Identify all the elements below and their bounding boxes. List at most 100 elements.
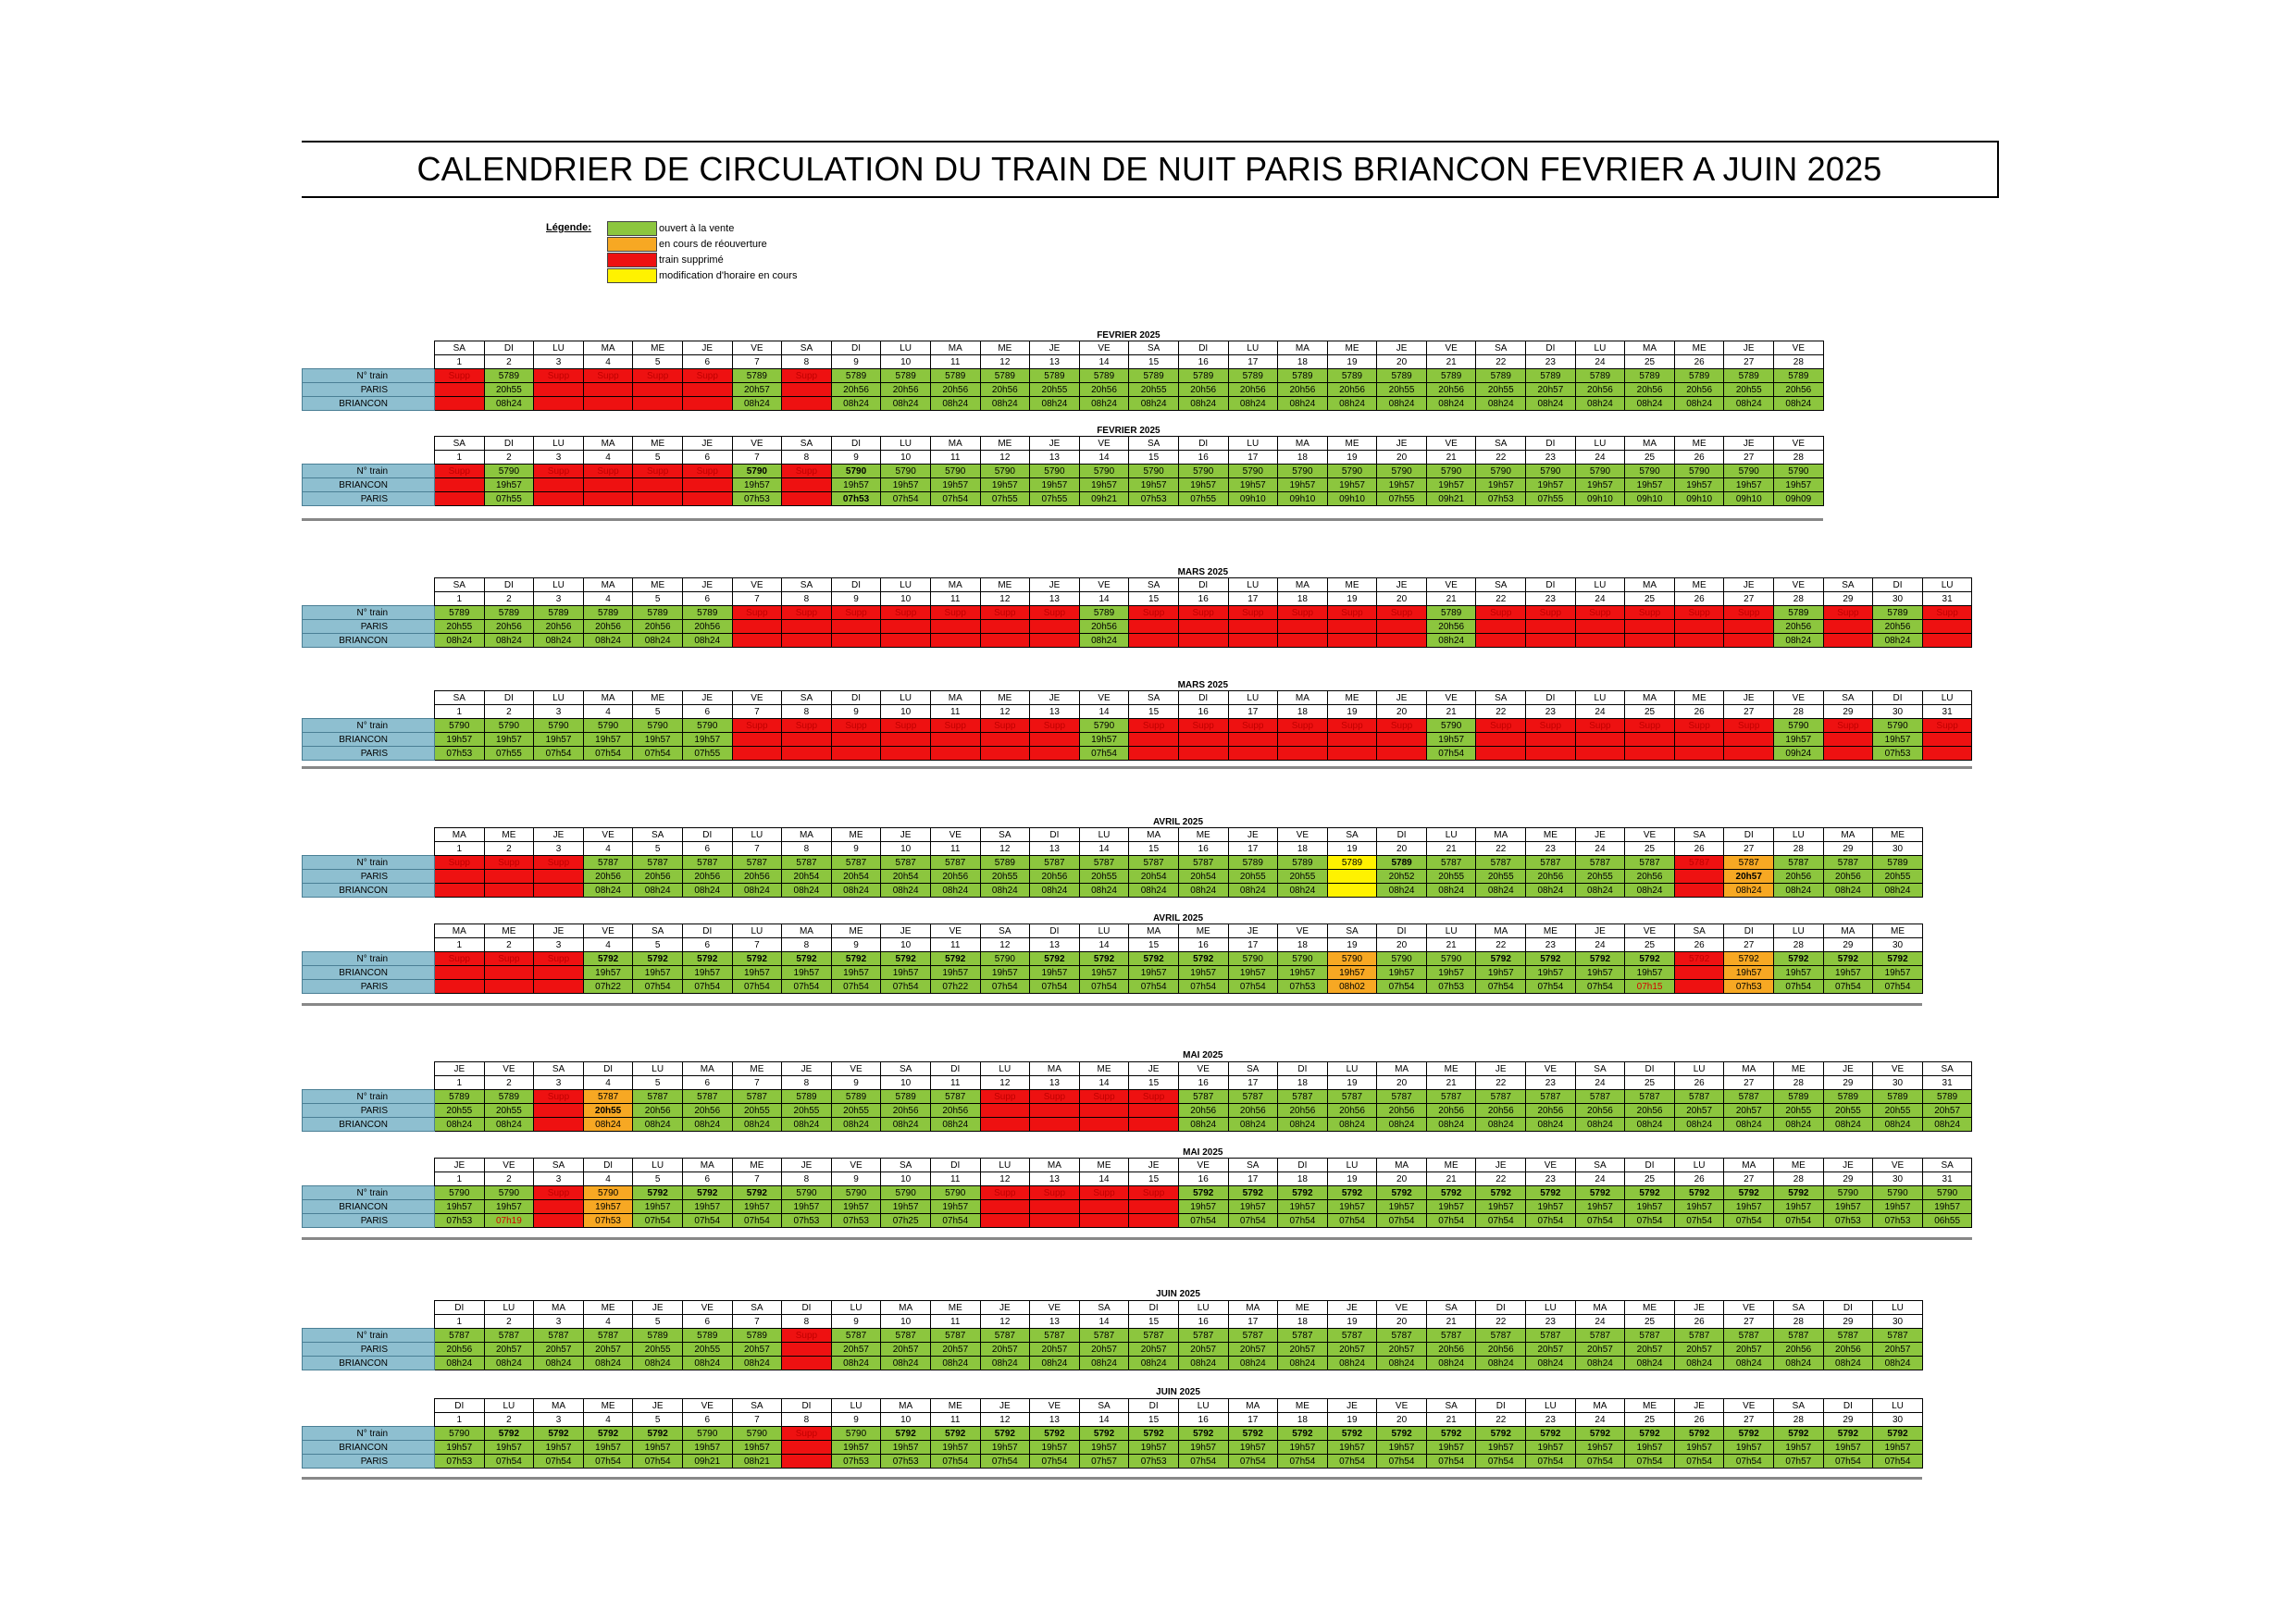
date-cell: 14 (1078, 1314, 1130, 1329)
date-cell: 24 (1574, 450, 1626, 465)
day-cell: DI (1624, 1158, 1675, 1172)
schedule-cell: 20h57 (1723, 1342, 1775, 1357)
schedule-cell: 07h54 (1177, 979, 1229, 994)
schedule-cell: Supp (979, 605, 1031, 620)
day-cell: ME (1673, 436, 1725, 451)
schedule-cell: 08h24 (1723, 1356, 1775, 1370)
day-cell: VE (1525, 1061, 1576, 1076)
date-cell: 24 (1574, 841, 1626, 856)
day-cell: ME (1673, 577, 1725, 592)
schedule-cell: 19h57 (1822, 965, 1874, 980)
date-cell: 26 (1673, 354, 1725, 369)
schedule-cell (681, 396, 733, 411)
day-row: DI LU MA ME JE VE SA DI LU MA ME JE VE SA DI LU MA ME JE VE… (303, 1398, 1923, 1413)
day-cell: VE (830, 1158, 882, 1172)
date-cell: 12 (979, 354, 1031, 369)
day-cell: JE (681, 341, 733, 355)
schedule-cell: 08h24 (1872, 883, 1923, 898)
date-cell: 13 (1029, 354, 1080, 369)
row-label: PARIS (302, 1213, 435, 1228)
day-cell: MA (1574, 1398, 1626, 1413)
schedule-cell: 5787 (1723, 1328, 1775, 1343)
schedule-cell (1673, 732, 1725, 747)
schedule-cell: 07h54 (1425, 1213, 1477, 1228)
day-cell: JE (681, 577, 733, 592)
day-cell: JE (1376, 577, 1427, 592)
schedule-cell: 5787 (1773, 1328, 1824, 1343)
schedule-cell: 5790 (1574, 464, 1626, 478)
schedule-cell (731, 732, 783, 747)
schedule-cell: 5787 (1177, 855, 1229, 870)
schedule-cell: 07h54 (632, 1213, 683, 1228)
schedule-cell: 20h56 (1326, 382, 1378, 397)
schedule-cell (1624, 633, 1675, 648)
schedule-cell: 08h24 (979, 396, 1031, 411)
row-label: N° train (302, 951, 435, 966)
schedule-cell: Supp (1177, 718, 1229, 733)
day-cell: DI (929, 1158, 981, 1172)
schedule-cell: 5787 (1128, 1328, 1179, 1343)
schedule-cell: Supp (1822, 718, 1874, 733)
schedule-cell: 08h02 (1326, 979, 1378, 994)
date-cell: 1 (434, 591, 485, 606)
date-cell: 19 (1326, 1314, 1378, 1329)
schedule-cell: 08h24 (880, 1356, 931, 1370)
schedule-cell: 08h24 (1773, 1117, 1824, 1132)
day-cell: JE (1326, 1300, 1378, 1315)
date-cell: 18 (1277, 704, 1328, 719)
schedule-cell: 5787 (1475, 855, 1527, 870)
date-cell: 20 (1376, 450, 1427, 465)
schedule-cell: 07h54 (1773, 1213, 1824, 1228)
schedule-cell: 5787 (1029, 1328, 1080, 1343)
date-cell: 3 (533, 1412, 584, 1427)
schedule-cell: 19h57 (1624, 1440, 1675, 1455)
day-cell: MA (582, 577, 634, 592)
schedule-cell: Supp (830, 718, 882, 733)
day-cell: DI (434, 1398, 485, 1413)
date-cell: 7 (731, 841, 783, 856)
schedule-cell: 5787 (1425, 1089, 1477, 1104)
date-cell: 25 (1624, 1172, 1675, 1186)
schedule-cell: 5790 (1177, 464, 1229, 478)
date-cell: 27 (1723, 1412, 1775, 1427)
day-cell: LU (533, 436, 584, 451)
legend-label: Légende: (546, 222, 591, 233)
schedule-cell: Supp (830, 605, 882, 620)
schedule-cell: 5790 (830, 1426, 882, 1441)
schedule-cell: 08h24 (1277, 1117, 1328, 1132)
schedule-cell: 19h57 (1326, 477, 1378, 492)
date-cell: 2 (483, 1075, 535, 1090)
schedule-cell (1822, 619, 1874, 634)
date-cell: 27 (1723, 1172, 1775, 1186)
schedule-cell: 07h53 (1425, 979, 1477, 994)
schedule-cell: 19h57 (1525, 1199, 1576, 1214)
day-cell: VE (1277, 924, 1328, 938)
schedule-cell: 5789 (1723, 368, 1775, 383)
date-cell: 4 (582, 591, 634, 606)
schedule-cell: 20h55 (1078, 869, 1130, 884)
schedule-cell: 20h56 (929, 382, 981, 397)
schedule-cell: 5787 (880, 855, 931, 870)
schedule-cell: Supp (1574, 605, 1626, 620)
schedule-cell: Supp (781, 368, 832, 383)
schedule-cell: 07h55 (979, 491, 1031, 506)
schedule-cell: 5787 (1673, 855, 1725, 870)
day-cell: LU (979, 1158, 1031, 1172)
schedule-cell: 19h57 (979, 965, 1031, 980)
schedule-cell: 5789 (731, 1328, 783, 1343)
date-cell: 25 (1624, 354, 1675, 369)
date-cell: 29 (1822, 591, 1874, 606)
schedule-cell (1326, 869, 1378, 884)
day-cell: SA (979, 827, 1031, 842)
schedule-cell: 07h54 (1029, 1454, 1080, 1469)
schedule-cell: 5787 (1475, 1328, 1527, 1343)
schedule-cell: 5792 (632, 1185, 683, 1200)
date-cell: 25 (1624, 1412, 1675, 1427)
schedule-cell: 5787 (781, 855, 832, 870)
schedule-cell (979, 1213, 1031, 1228)
date-cell: 16 (1177, 841, 1229, 856)
schedule-cell: 5789 (483, 605, 535, 620)
day-cell: LU (731, 924, 783, 938)
day-cell: DI (1177, 690, 1229, 705)
schedule-cell: 5790 (1872, 1185, 1923, 1200)
